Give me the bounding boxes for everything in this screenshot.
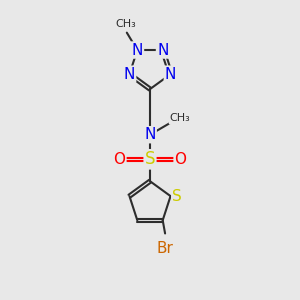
Text: S: S (172, 189, 182, 204)
Text: N: N (132, 43, 143, 58)
Text: Br: Br (157, 241, 173, 256)
Text: CH₃: CH₃ (116, 19, 136, 29)
Text: O: O (113, 152, 125, 167)
Text: S: S (145, 150, 155, 168)
Text: N: N (165, 67, 176, 82)
Text: O: O (175, 152, 187, 167)
Text: N: N (157, 43, 168, 58)
Text: N: N (124, 67, 135, 82)
Text: N: N (144, 127, 156, 142)
Text: CH₃: CH₃ (169, 113, 190, 124)
